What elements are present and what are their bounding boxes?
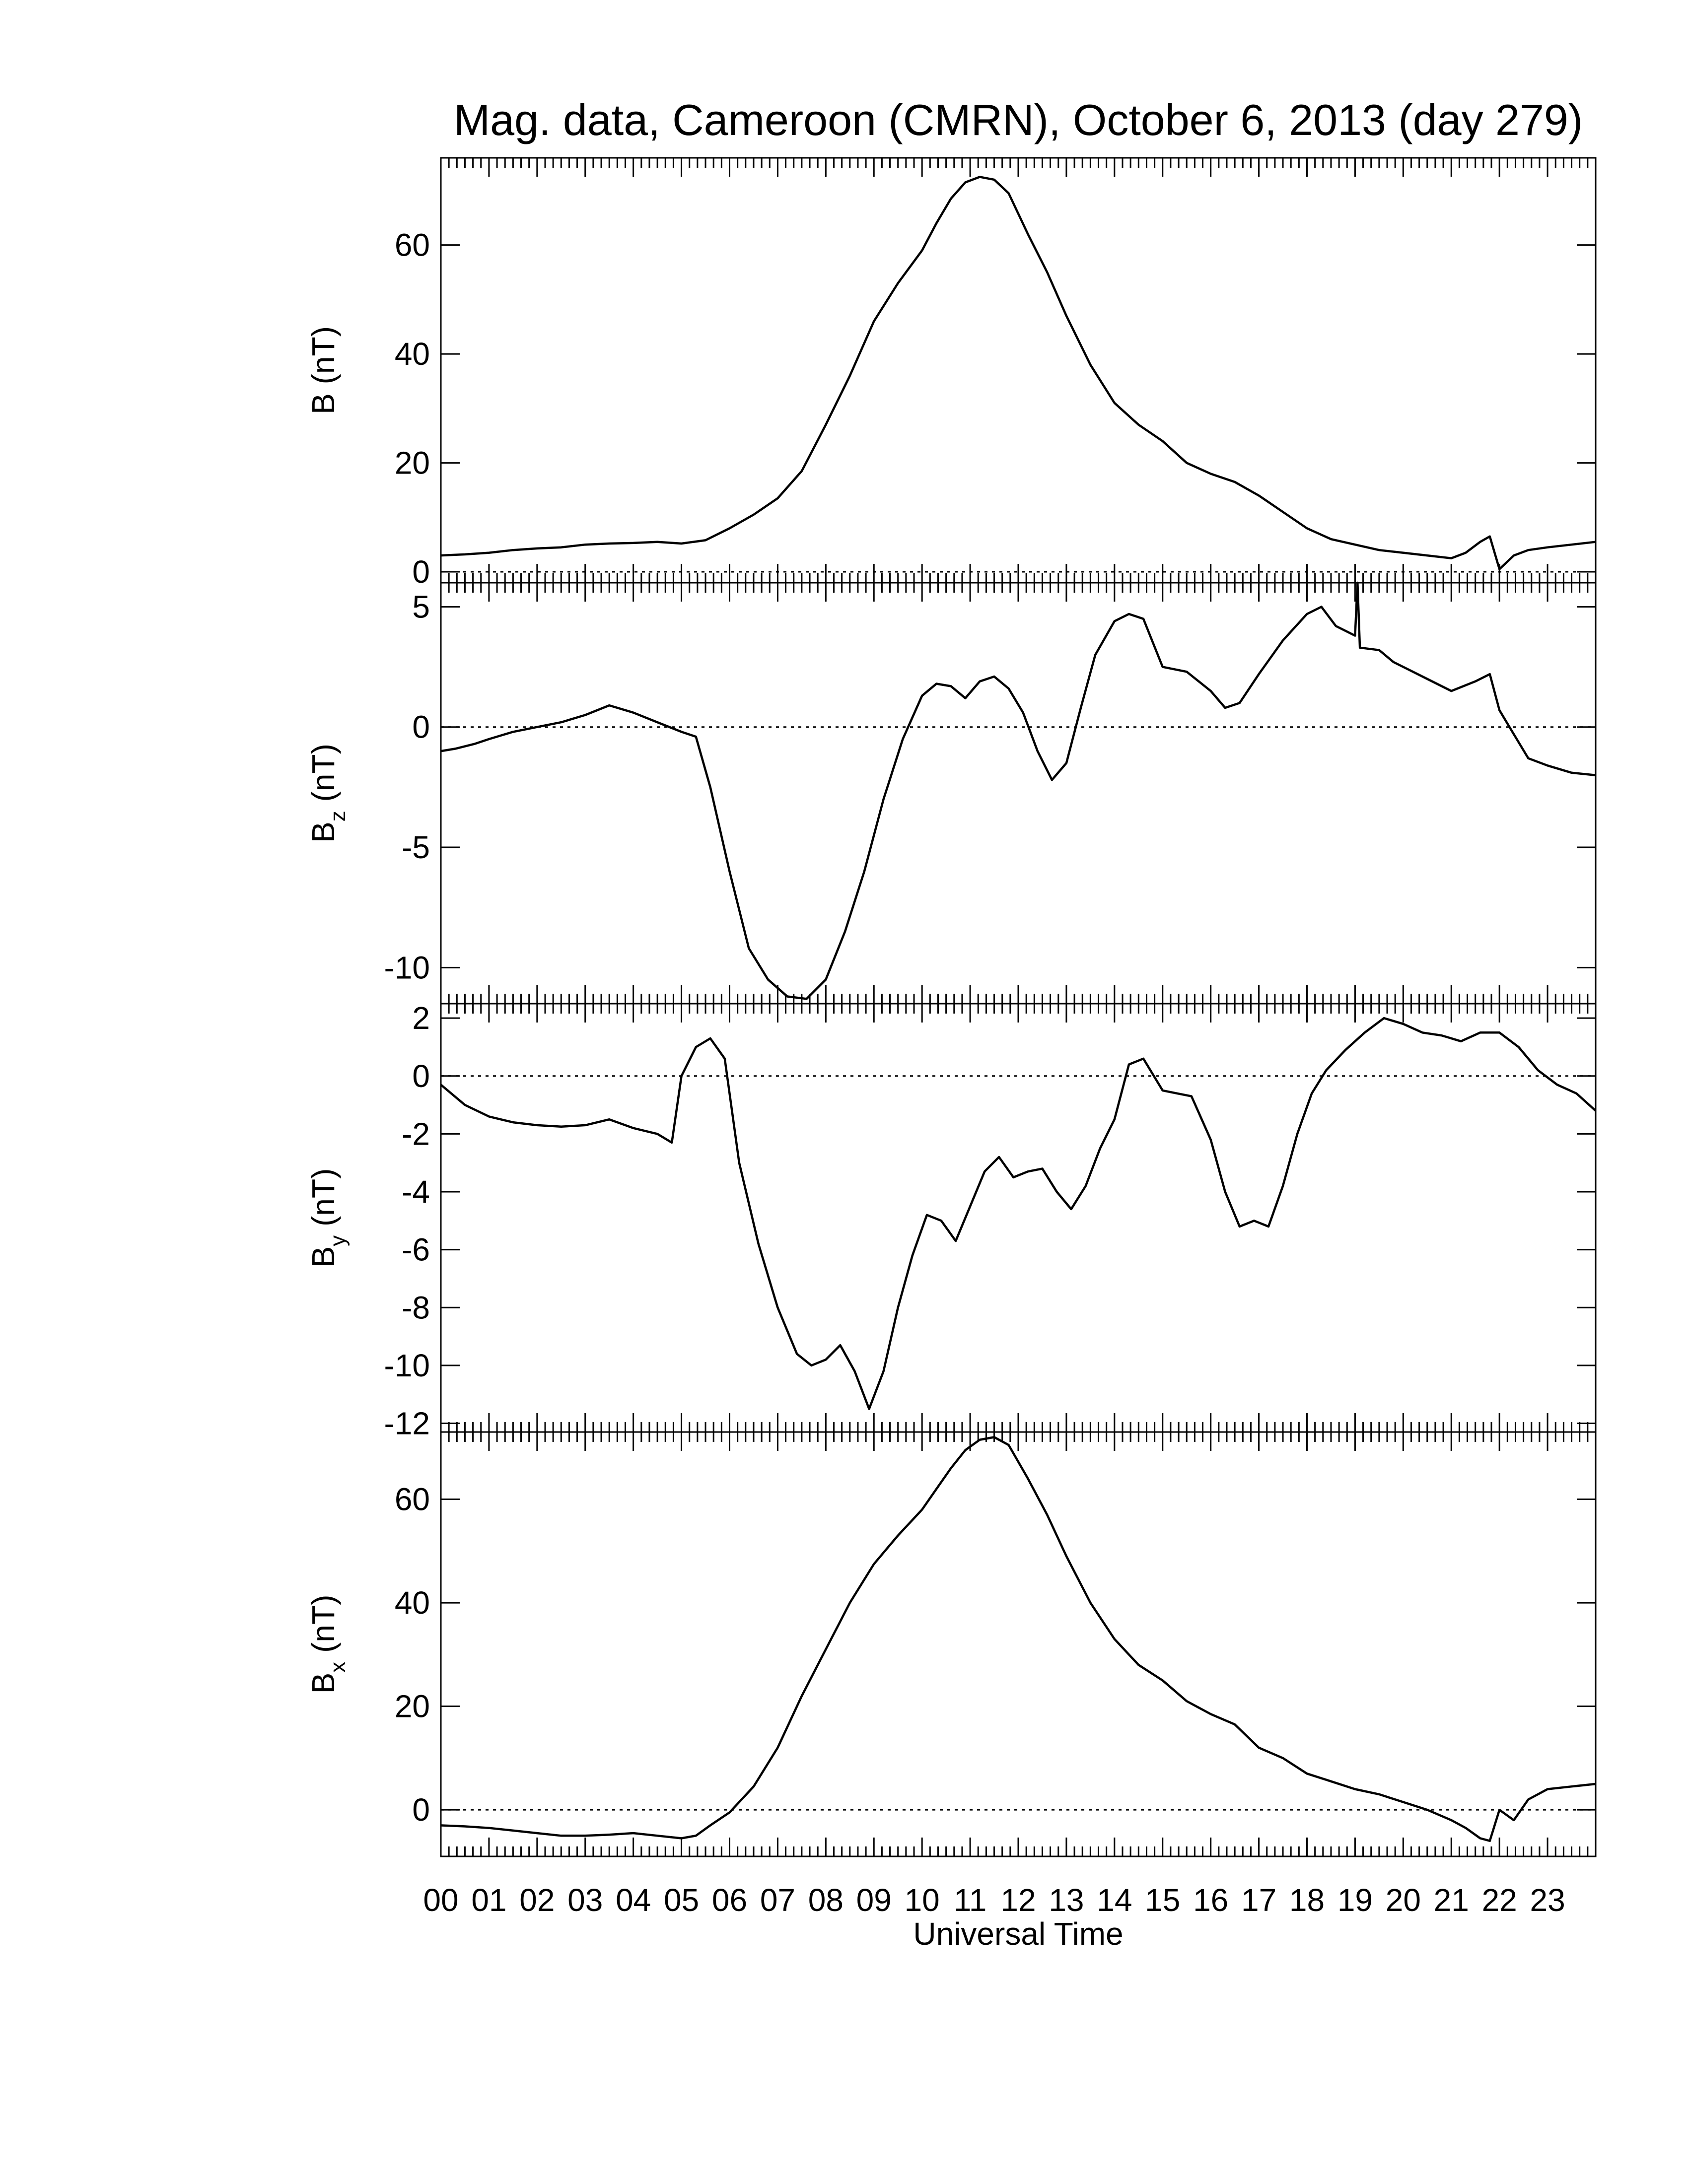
- y-axis-label-symbol: B: [305, 1246, 341, 1268]
- x-tick-labels: 00 01 02 03 04 05 06 07 08 09 10 11 12 13 14 15 16 17 18 19…: [423, 1882, 1565, 1918]
- x-tick-label: 01: [471, 1882, 506, 1918]
- y-axis-label-symbol: B: [305, 821, 341, 843]
- y-axis-label-unit: (nT): [305, 326, 341, 393]
- chart-title: Mag. data, Cameroon (CMRN), October 6, 2…: [454, 95, 1583, 144]
- y-tick-label: -6: [402, 1232, 430, 1268]
- x-tick-label: 13: [1049, 1882, 1084, 1918]
- y-tick-label: 0: [412, 1792, 430, 1828]
- x-tick-label: 14: [1097, 1882, 1132, 1918]
- series-line-panel-4: [440, 1436, 1596, 1842]
- x-tick-label: 04: [616, 1882, 651, 1918]
- y-axis-label-symbol: B: [305, 393, 341, 414]
- y-axis-label-symbol: B: [305, 1673, 341, 1694]
- y-axis-label-unit: (nT): [305, 1595, 341, 1662]
- y-tick-label: 20: [395, 1689, 430, 1724]
- x-tick-label: 10: [905, 1882, 940, 1918]
- plot-frame: [440, 157, 1597, 584]
- y-axis-label-subscript: y: [326, 1235, 350, 1246]
- y-tick-label: -2: [402, 1116, 430, 1152]
- y-axis-label: By (nT): [305, 1168, 350, 1268]
- plot-frame: [440, 1431, 1597, 1857]
- y-tick-label: 20: [395, 445, 430, 481]
- y-axis-label: Bz (nT): [305, 744, 350, 843]
- y-tick-label: 0: [412, 554, 430, 590]
- y-tick-label: 5: [412, 589, 430, 624]
- y-axis-label-subscript: x: [326, 1662, 350, 1673]
- series-line-panel-3: [440, 1017, 1597, 1410]
- y-tick-label: -10: [384, 1348, 430, 1383]
- x-tick-label: 05: [664, 1882, 699, 1918]
- y-tick-label: 2: [412, 1000, 430, 1036]
- x-tick-label: 07: [760, 1882, 795, 1918]
- y-axis-label: B (nT): [305, 326, 341, 414]
- y-axis-label-subscript: z: [326, 811, 350, 821]
- x-tick-label: 19: [1337, 1882, 1373, 1918]
- panel-4: 0 20 40 60 Bx (nT): [305, 1431, 1597, 1857]
- y-tick-label: 60: [395, 1482, 430, 1517]
- x-tick-label: 15: [1145, 1882, 1180, 1918]
- plot-frame: [440, 1003, 1597, 1433]
- y-axis-label: Bx (nT): [305, 1595, 350, 1694]
- x-tick-label: 23: [1530, 1882, 1565, 1918]
- x-tick-label: 02: [519, 1882, 555, 1918]
- y-tick-label: 40: [395, 1585, 430, 1621]
- y-tick-label: 40: [395, 336, 430, 372]
- y-tick-label: -4: [402, 1174, 430, 1210]
- y-tick-label: -10: [384, 950, 430, 985]
- x-tick-label: 22: [1482, 1882, 1517, 1918]
- y-axis-label-unit: (nT): [305, 744, 341, 811]
- x-tick-label: 09: [856, 1882, 892, 1918]
- x-tick-label: 00: [423, 1882, 458, 1918]
- series-line-panel-1: [440, 176, 1596, 570]
- panel-2: -10 -5 0 5 Bz (nT): [305, 581, 1597, 1005]
- panel-1: 0 20 40 60 B (nT): [305, 157, 1597, 590]
- y-tick-label: 60: [395, 227, 430, 263]
- y-tick-label: 0: [412, 1058, 430, 1094]
- y-axis-label-unit: (nT): [305, 1168, 341, 1235]
- plot-frame: [440, 582, 1597, 1005]
- x-tick-label: 18: [1289, 1882, 1325, 1918]
- panel-3: -12 -10 -8 -6 -4 -2 0 2 By (nT): [305, 1000, 1597, 1441]
- x-axis-label: Universal Time: [913, 1916, 1123, 1952]
- y-tick-label: -5: [402, 829, 430, 865]
- x-tick-label: 03: [567, 1882, 603, 1918]
- y-tick-label: -12: [384, 1406, 430, 1441]
- x-tick-label: 16: [1193, 1882, 1228, 1918]
- y-tick-label: 0: [412, 709, 430, 745]
- x-tick-label: 20: [1386, 1882, 1421, 1918]
- series-line-panel-2: [440, 581, 1596, 1000]
- x-tick-label: 21: [1434, 1882, 1469, 1918]
- x-tick-label: 11: [954, 1882, 986, 1918]
- x-tick-label: 17: [1241, 1882, 1276, 1918]
- x-tick-label: 08: [808, 1882, 844, 1918]
- x-tick-label: 06: [712, 1882, 747, 1918]
- x-tick-label: 12: [1000, 1882, 1036, 1918]
- y-tick-label: -8: [402, 1290, 430, 1325]
